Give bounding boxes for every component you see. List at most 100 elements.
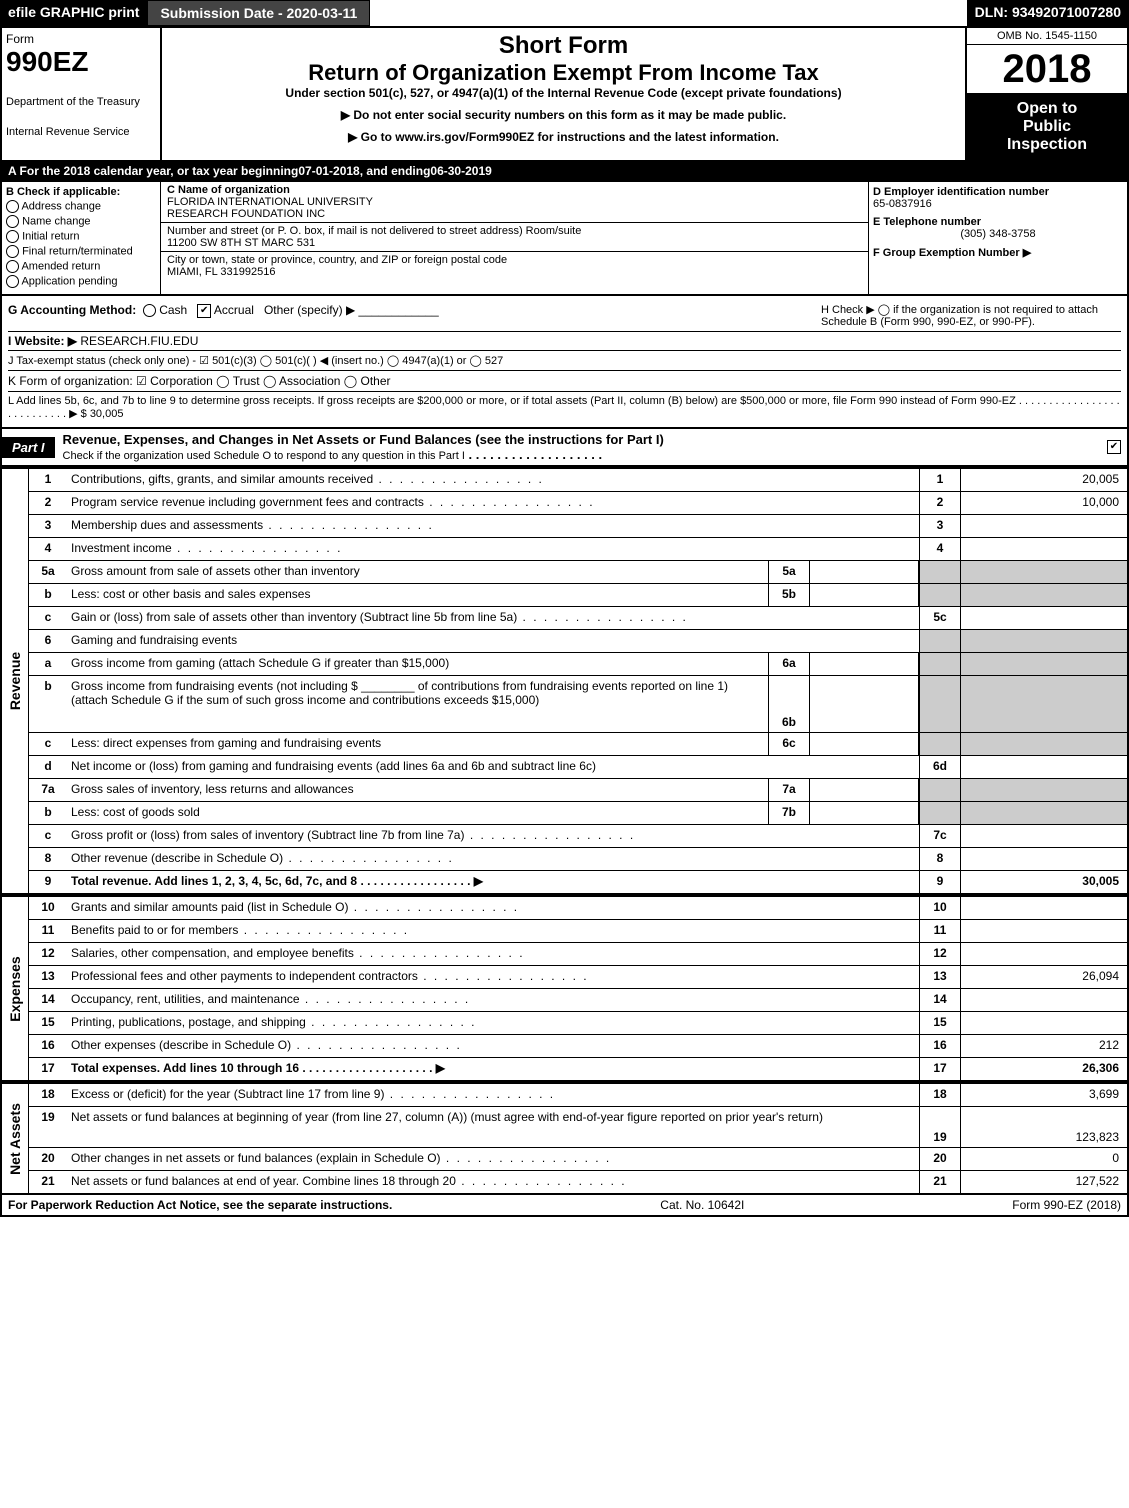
line-11-value (960, 920, 1127, 942)
row-j: J Tax-exempt status (check only one) - ☑… (8, 354, 1121, 367)
line-6d-desc: Net income or (loss) from gaming and fun… (67, 756, 919, 778)
f-label: F Group Exemption Number ▶ (873, 246, 1123, 259)
line-6b-desc: Gross income from fundraising events (no… (67, 676, 768, 732)
line-2-value: 10,000 (960, 492, 1127, 514)
line-6d-value (960, 756, 1127, 778)
line-3-value (960, 515, 1127, 537)
footer-left: For Paperwork Reduction Act Notice, see … (8, 1198, 392, 1212)
addr-label: Number and street (or P. O. box, if mail… (167, 225, 862, 237)
instructions-link[interactable]: ▶ Go to www.irs.gov/Form990EZ for instru… (170, 130, 957, 144)
row-g: G Accounting Method: Cash Accrual Other … (8, 303, 439, 328)
line-5c-desc: Gain or (loss) from sale of assets other… (67, 607, 919, 629)
line-10-desc: Grants and similar amounts paid (list in… (67, 897, 919, 919)
section-d-e-f: D Employer identification number 65-0837… (869, 182, 1127, 294)
line-2-desc: Program service revenue including govern… (67, 492, 919, 514)
org-name-2: RESEARCH FOUNDATION INC (167, 208, 862, 220)
tax-year: 2018 (967, 45, 1127, 94)
header-left: Form 990EZ Department of the Treasury In… (2, 28, 162, 160)
form-990ez-page: efile GRAPHIC print Submission Date - 20… (0, 0, 1129, 1217)
telephone-value: (305) 348-3758 (873, 228, 1123, 240)
line-14-value (960, 989, 1127, 1011)
line-9-desc: Total revenue. Add lines 1, 2, 3, 4, 5c,… (67, 871, 919, 893)
line-5b-desc: Less: cost or other basis and sales expe… (67, 584, 768, 606)
line-6a-desc: Gross income from gaming (attach Schedul… (67, 653, 768, 675)
row-k: K Form of organization: ☑ Corporation ◯ … (8, 370, 1121, 388)
dln-label: DLN: 93492071007280 (967, 0, 1129, 26)
c-label: C Name of organization (167, 184, 862, 196)
line-13-value: 26,094 (960, 966, 1127, 988)
line-15-desc: Printing, publications, postage, and shi… (67, 1012, 919, 1034)
footer-catno: Cat. No. 10642I (660, 1198, 744, 1212)
row-l: L Add lines 5b, 6c, and 7b to line 9 to … (8, 391, 1121, 420)
city-state-zip: MIAMI, FL 331992516 (167, 266, 862, 278)
chk-address-change[interactable]: Address change (6, 200, 156, 213)
chk-final-return[interactable]: Final return/terminated (6, 245, 156, 258)
line-17-value: 26,306 (960, 1058, 1127, 1080)
line-20-desc: Other changes in net assets or fund bala… (67, 1148, 919, 1170)
part-1-tag: Part I (2, 437, 55, 458)
net-assets-section: Net Assets 18Excess or (deficit) for the… (0, 1082, 1129, 1195)
chk-name-change[interactable]: Name change (6, 215, 156, 228)
header-right: OMB No. 1545-1150 2018 Open to Public In… (965, 28, 1127, 160)
open-to-public: Open to Public Inspection (967, 94, 1127, 160)
tax-year-end: 06-30-2019 (430, 164, 491, 178)
row-i: I Website: ▶ RESEARCH.FIU.EDU (8, 331, 1121, 351)
line-6c-desc: Less: direct expenses from gaming and fu… (67, 733, 768, 755)
form-title: Return of Organization Exempt From Incom… (170, 60, 957, 86)
info-grid: B Check if applicable: Address change Na… (0, 182, 1129, 296)
accrual-checkbox[interactable] (197, 304, 211, 318)
section-b: B Check if applicable: Address change Na… (2, 182, 161, 294)
line-1-desc: Contributions, gifts, grants, and simila… (67, 469, 919, 491)
revenue-section: Revenue 1Contributions, gifts, grants, a… (0, 467, 1129, 895)
line-5c-value (960, 607, 1127, 629)
line-12-value (960, 943, 1127, 965)
dept-treasury: Department of the Treasury (6, 96, 156, 108)
expenses-section: Expenses 10Grants and similar amounts pa… (0, 895, 1129, 1082)
footer-form: Form 990-EZ (2018) (1012, 1198, 1121, 1212)
website-value[interactable]: RESEARCH.FIU.EDU (80, 334, 198, 348)
chk-amended-return[interactable]: Amended return (6, 260, 156, 273)
submission-date: Submission Date - 2020-03-11 (147, 0, 370, 26)
section-b-header: B Check if applicable: (6, 186, 156, 198)
revenue-side-label: Revenue (7, 652, 23, 710)
row-h: H Check ▶ ◯ if the organization is not r… (821, 303, 1121, 328)
header-center: Short Form Return of Organization Exempt… (162, 28, 965, 160)
line-17-desc: Total expenses. Add lines 10 through 16 … (67, 1058, 919, 1080)
line-18-desc: Excess or (deficit) for the year (Subtra… (67, 1084, 919, 1106)
page-footer: For Paperwork Reduction Act Notice, see … (0, 1195, 1129, 1217)
ssn-warning: ▶ Do not enter social security numbers o… (170, 108, 957, 122)
form-header: Form 990EZ Department of the Treasury In… (0, 28, 1129, 162)
line-7a-desc: Gross sales of inventory, less returns a… (67, 779, 768, 801)
form-word: Form (6, 32, 156, 46)
part-1-title: Revenue, Expenses, and Changes in Net As… (63, 432, 664, 447)
tax-year-begin: 07-01-2018 (298, 164, 359, 178)
dept-irs: Internal Revenue Service (6, 126, 156, 138)
line-8-desc: Other revenue (describe in Schedule O) (67, 848, 919, 870)
line-15-value (960, 1012, 1127, 1034)
line-21-value: 127,522 (960, 1171, 1127, 1193)
expenses-side-label: Expenses (7, 956, 23, 1021)
line-7b-desc: Less: cost of goods sold (67, 802, 768, 824)
form-subtitle: Under section 501(c), 527, or 4947(a)(1)… (170, 86, 957, 100)
line-3-desc: Membership dues and assessments (67, 515, 919, 537)
line-13-desc: Professional fees and other payments to … (67, 966, 919, 988)
line-8-value (960, 848, 1127, 870)
schedule-o-checkbox[interactable] (1107, 440, 1121, 454)
chk-application-pending[interactable]: Application pending (6, 275, 156, 288)
tax-year-row: A For the 2018 calendar year, or tax yea… (0, 162, 1129, 182)
part-1-checknote: Check if the organization used Schedule … (63, 450, 465, 462)
line-11-desc: Benefits paid to or for members (67, 920, 919, 942)
street-address: 11200 SW 8TH ST MARC 531 (167, 237, 862, 249)
line-7c-value (960, 825, 1127, 847)
omb-number: OMB No. 1545-1150 (967, 28, 1127, 45)
city-label: City or town, state or province, country… (167, 254, 862, 266)
chk-initial-return[interactable]: Initial return (6, 230, 156, 243)
short-form-label: Short Form (170, 32, 957, 60)
part-1-header: Part I Revenue, Expenses, and Changes in… (0, 429, 1129, 467)
line-19-desc: Net assets or fund balances at beginning… (67, 1107, 919, 1147)
net-assets-side-label: Net Assets (7, 1103, 23, 1175)
efile-label[interactable]: efile GRAPHIC print (0, 0, 147, 26)
lower-info: G Accounting Method: Cash Accrual Other … (0, 296, 1129, 429)
line-20-value: 0 (960, 1148, 1127, 1170)
ein-value: 65-0837916 (873, 198, 1123, 210)
